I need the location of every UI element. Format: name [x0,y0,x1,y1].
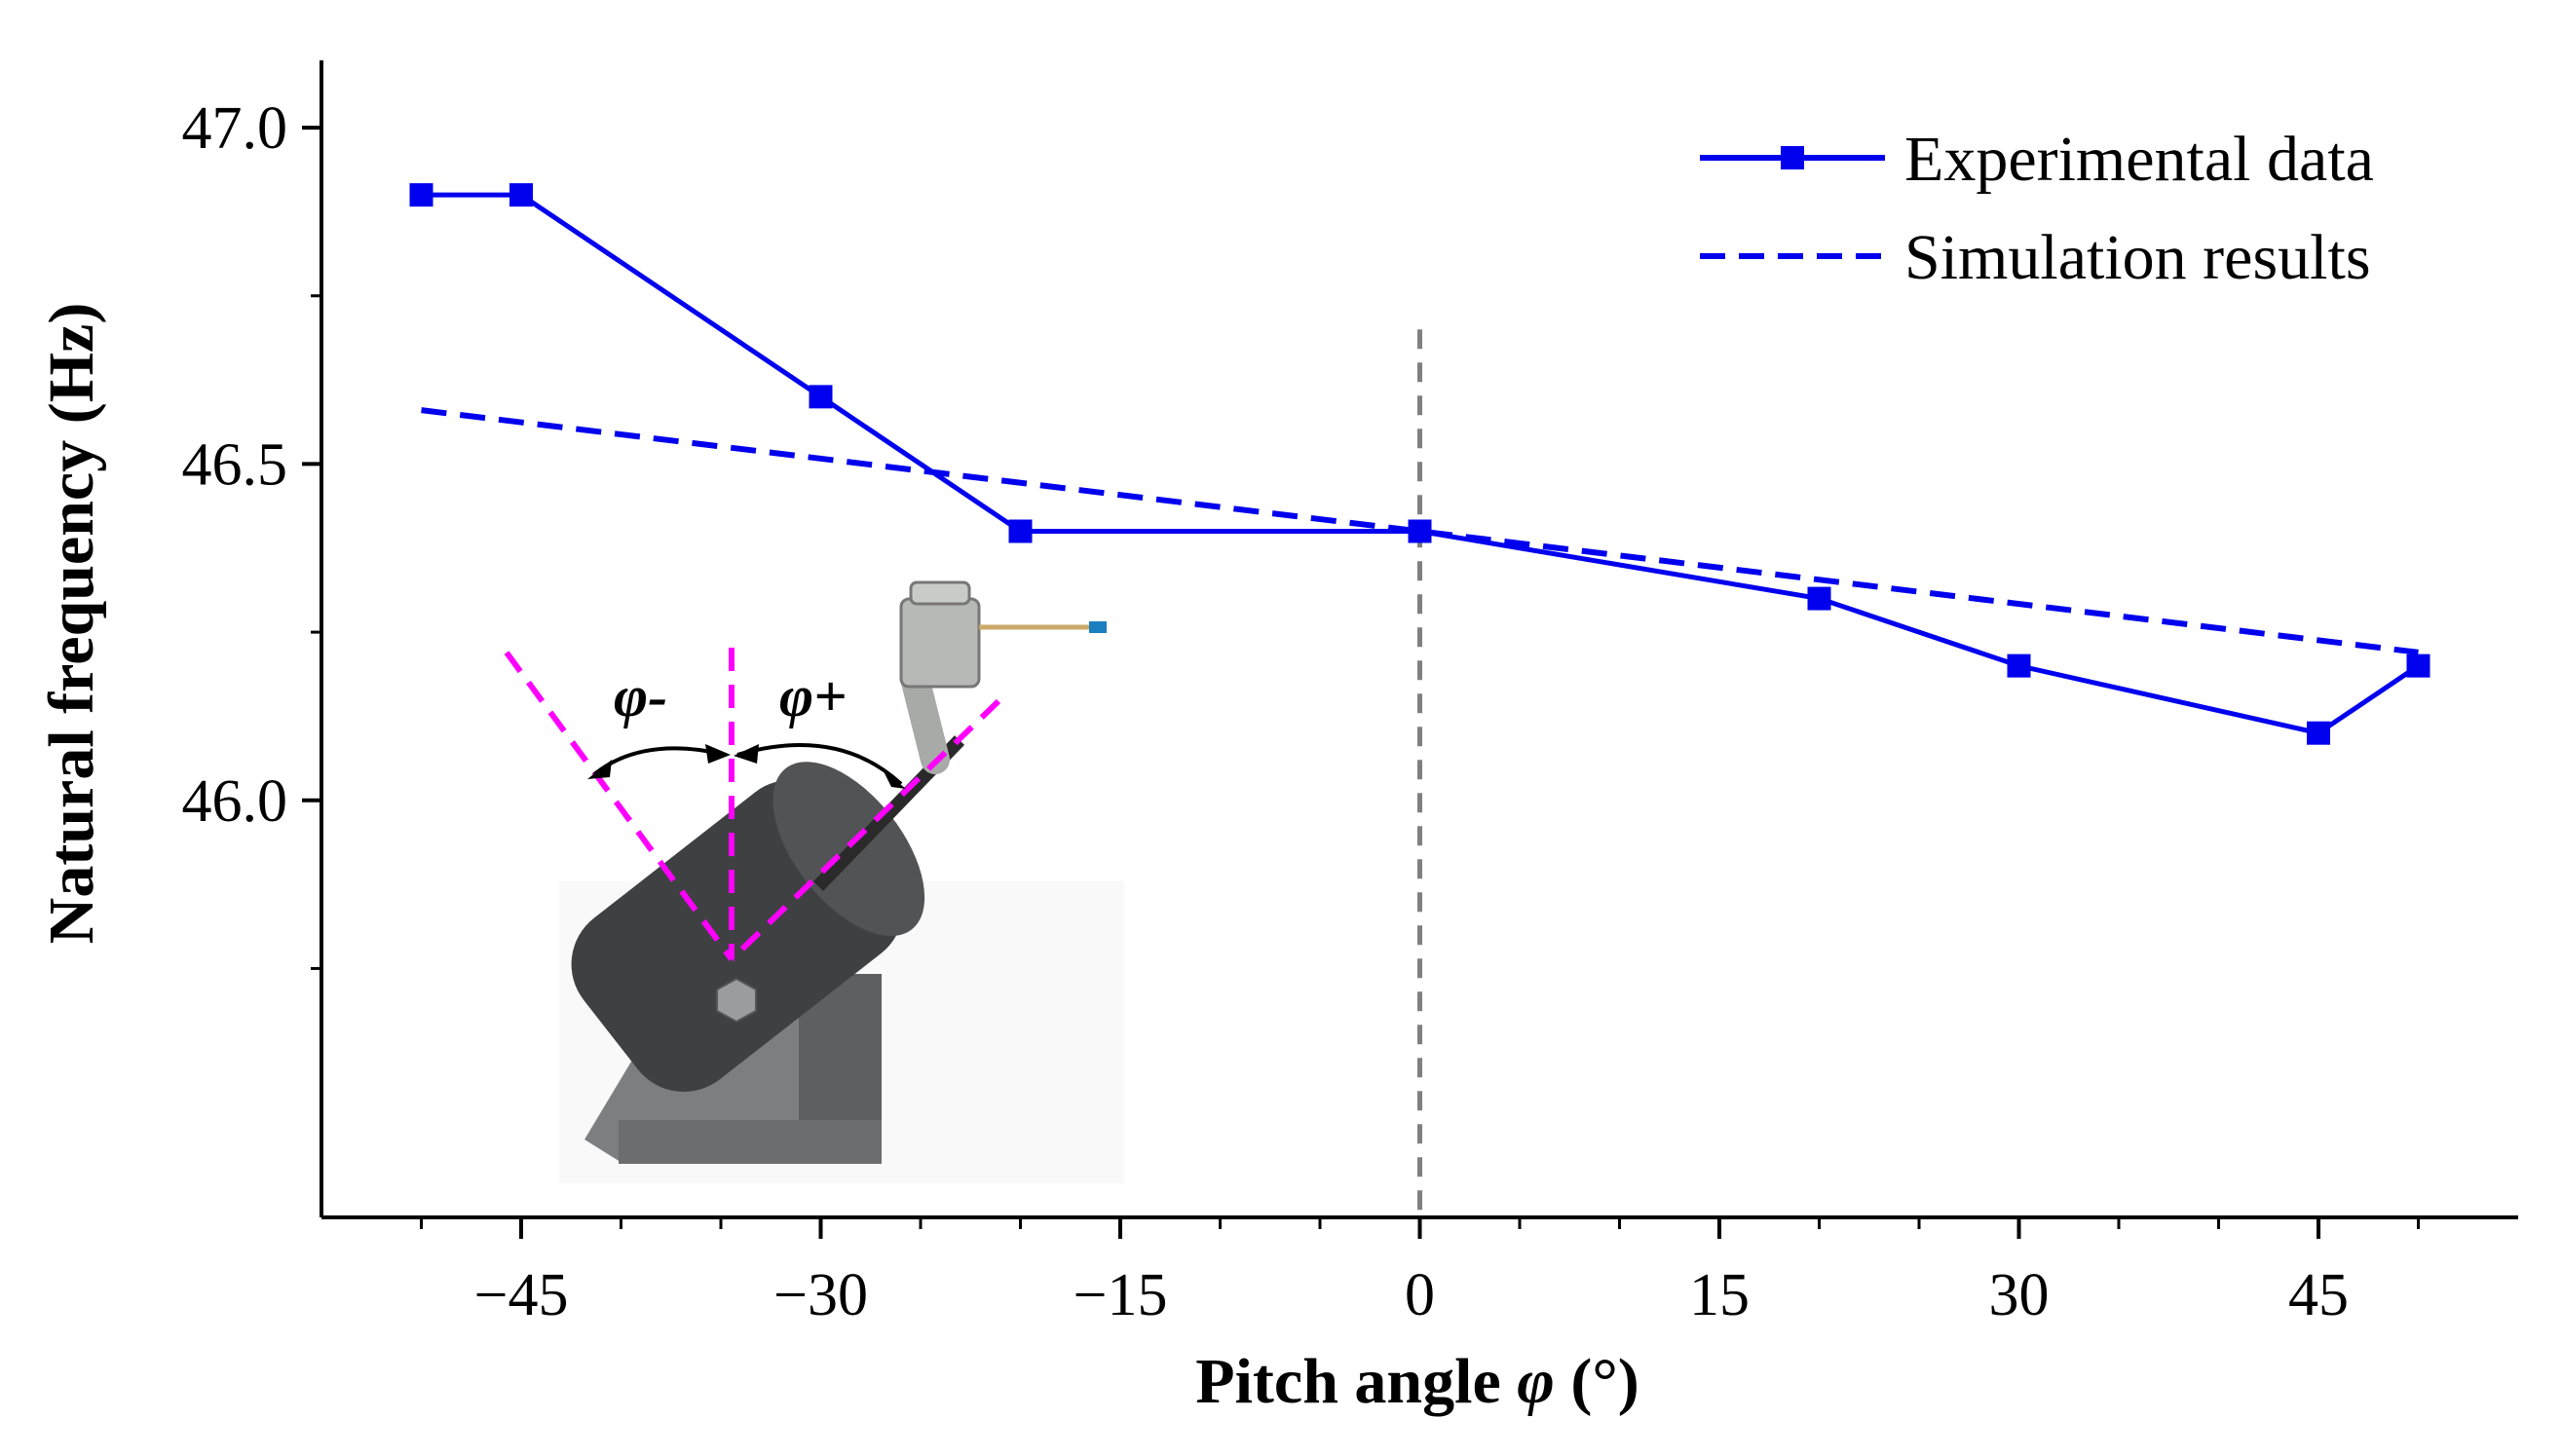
inset-probe-bracket [901,667,950,774]
experimental-point [1008,519,1033,543]
y-axis-title: Natural frequency (Hz) [36,303,107,945]
x-tick-label: −45 [474,1262,569,1328]
inset-label-plus: φ+ [779,664,847,728]
experimental-point [1807,586,1831,611]
experimental-point [809,385,833,409]
simulation-line [421,407,2419,655]
y-tick-label: 46.5 [182,431,288,498]
inset-arrowhead-minus [587,760,612,779]
legend-label-simulation: Simulation results [1904,222,2371,293]
inset-stand-side [799,974,882,1139]
x-axis-title: Pitch angle φ (°) [1195,1346,1639,1417]
legend-marker-experimental [1781,146,1804,169]
series-layer [409,183,2430,745]
inset-stand-base [619,1120,882,1164]
experimental-point [2007,653,2031,678]
inset-cable-connector [1089,621,1107,633]
x-tick-label: 0 [1405,1262,1435,1328]
y-tick-label: 46.0 [182,768,288,835]
axes: −45 −30 −15 0 15 30 45 46.0 46.5 47.0 [182,60,2518,1328]
inset-sensor-top [909,580,971,606]
x-axis-title-prefix: Pitch angle [1195,1346,1517,1417]
experimental-point [2307,721,2330,745]
inset-label-minus: φ- [614,664,667,728]
legend: Experimental data Simulation results [1700,124,2374,293]
x-tick-label: 15 [1689,1262,1750,1328]
y-tick-label: 47.0 [182,95,288,162]
x-tick-label: 45 [2288,1262,2349,1328]
experimental-point [2406,653,2430,678]
x-axis-title-suffix: (°) [1555,1346,1639,1417]
inset-guide-minus [504,651,735,961]
inset-arc-plus [736,743,903,786]
inset-arc-minus [592,746,727,776]
inset-arrowhead-plus-start [734,744,759,764]
x-tick-label: −15 [1074,1262,1168,1328]
inset-guide-plus [729,698,1001,962]
x-tick-label: −30 [773,1262,868,1328]
inset-illustration: φ- φ+ [504,580,1124,1183]
legend-label-experimental: Experimental data [1904,124,2374,195]
x-tick-label: 30 [1989,1262,2050,1328]
inset-arrowhead-plus [883,769,906,789]
x-axis-title-symbol: φ [1517,1346,1555,1417]
inset-arrowhead-minus-end [705,744,731,764]
experimental-point [409,183,433,207]
inset-bolt [716,977,757,1024]
experimental-point [509,183,533,207]
inset-sensor-body [899,597,981,689]
